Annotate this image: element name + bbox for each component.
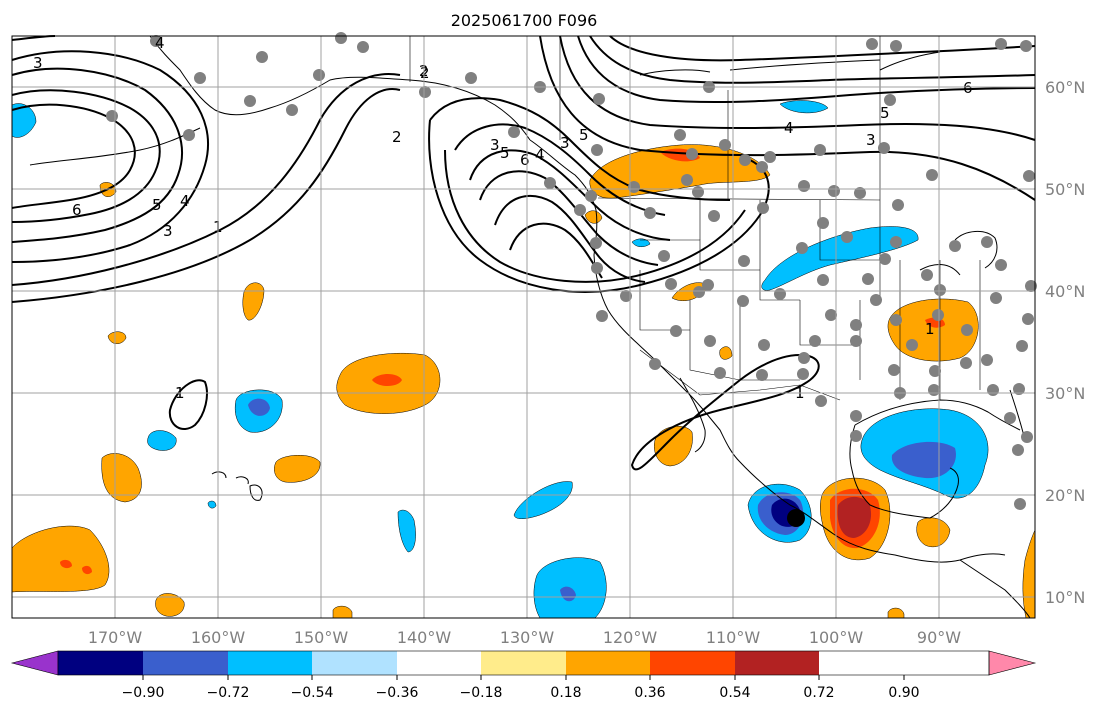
colorbar-min-arrow	[10, 650, 59, 676]
graticule	[12, 36, 1035, 618]
longitude-labels: 170°W 160°W 150°W 140°W 130°W 120°W 110°…	[88, 628, 961, 647]
contour-label: 4	[535, 146, 545, 164]
contour-label: 2	[392, 128, 402, 146]
contour-label: 4	[155, 34, 165, 52]
colorbar-segment	[650, 651, 735, 675]
map-border	[11, 35, 1036, 619]
lat-label: 50°N	[1045, 180, 1085, 199]
lon-label: 100°W	[809, 628, 864, 647]
colorbar-tick-label: −0.72	[207, 685, 250, 701]
colorbar: −0.90 −0.72 −0.54 −0.36 −0.18 0.18 0.36 …	[10, 650, 1037, 701]
contour-label: 3	[163, 222, 173, 240]
colorbar-tick-label: 0.36	[634, 685, 665, 701]
colorbar-segment	[312, 651, 397, 675]
colorbar-segment	[58, 651, 143, 675]
contour-label: 3	[490, 136, 500, 154]
lat-label: 20°N	[1045, 486, 1085, 505]
contour-label: 6	[520, 151, 530, 169]
colorbar-segment	[143, 651, 228, 675]
lat-label: 30°N	[1045, 384, 1085, 403]
colorbar-segment	[481, 651, 566, 675]
colorbar-tick-label: 0.18	[550, 685, 581, 701]
colorbar-segments	[58, 651, 819, 675]
colorbar-tick-label: −0.54	[291, 685, 334, 701]
colorbar-tick-label: 0.90	[888, 685, 919, 701]
map-area: 3 4 2 6 5 4 3 1 2 5 6 4 5 3 6 5 4 3 1 1 …	[11, 32, 1037, 619]
contour-label: 3	[33, 54, 43, 72]
colorbar-tick-labels: −0.90 −0.72 −0.54 −0.36 −0.18 0.18 0.36 …	[122, 685, 920, 701]
lat-label: 60°N	[1045, 78, 1085, 97]
colorbar-segment	[735, 651, 819, 675]
contour-label: 5	[880, 104, 890, 122]
station-dots	[106, 32, 1037, 510]
lon-label: 160°W	[191, 628, 246, 647]
contour-label: 2	[420, 64, 430, 82]
lat-label: 10°N	[1045, 588, 1085, 607]
contour-label: 5	[152, 196, 162, 214]
colorbar-max-arrow	[988, 650, 1037, 676]
contour-label: 3	[560, 134, 570, 152]
contour-label: 6	[963, 79, 973, 97]
colorbar-segment	[397, 651, 481, 675]
colorbar-segment	[566, 651, 650, 675]
coastlines	[29, 35, 1031, 619]
contour-label: 5	[579, 126, 589, 144]
colorbar-tick-label: −0.90	[122, 685, 165, 701]
colorbar-tick-label: −0.36	[376, 685, 419, 701]
latitude-labels: 60°N 50°N 40°N 30°N 20°N 10°N	[1045, 78, 1085, 607]
figure-title: 2025061700 F096	[451, 11, 598, 30]
contour-label: 3	[866, 131, 876, 149]
lon-label: 130°W	[500, 628, 555, 647]
colorbar-outline	[57, 650, 990, 676]
lon-label: 150°W	[294, 628, 349, 647]
colorbar-segment	[228, 651, 312, 675]
colorbar-tick-label: 0.54	[719, 685, 750, 701]
contour-label: 4	[784, 119, 794, 137]
contour-label: 4	[180, 192, 190, 210]
lat-label: 40°N	[1045, 282, 1085, 301]
contour-label: 5	[500, 144, 510, 162]
lon-label: 120°W	[603, 628, 658, 647]
lon-label: 170°W	[88, 628, 143, 647]
colorbar-ticks	[142, 675, 905, 680]
lon-label: 90°W	[917, 628, 961, 647]
lon-label: 140°W	[397, 628, 452, 647]
colorbar-tick-label: 0.72	[803, 685, 834, 701]
contour-label: 6	[72, 201, 82, 219]
contour-label: 1	[925, 320, 935, 338]
lon-label: 110°W	[706, 628, 761, 647]
colorbar-tick-label: −0.18	[460, 685, 503, 701]
